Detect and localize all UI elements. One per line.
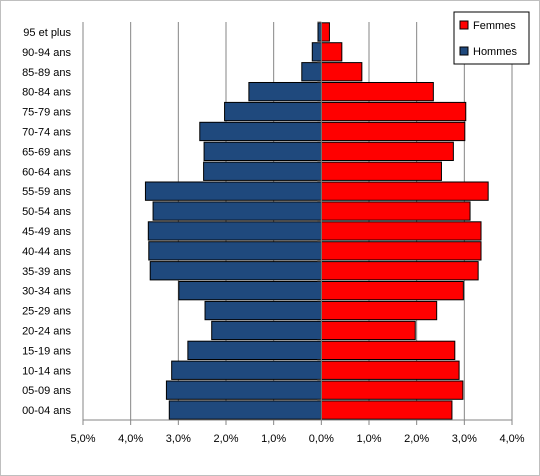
bar-hommes-8	[144, 181, 322, 201]
bar-hommes-10	[147, 221, 322, 241]
category-label-1: 90-94 ans	[22, 47, 71, 59]
bar-femmes-0	[320, 22, 330, 42]
bar-femmes-11	[320, 241, 482, 261]
bar-femmes-3	[320, 81, 434, 102]
category-label-8: 55-59 ans	[22, 186, 71, 198]
bar-femmes-1	[320, 42, 343, 62]
category-labels: 95 et plus 90-94 ans 85-89 ans 80-84 ans 75-…	[22, 27, 71, 417]
category-label-5: 70-74 ans	[22, 126, 71, 138]
category-label-11: 40-44 ans	[22, 246, 71, 258]
bar-hommes-3	[248, 81, 322, 102]
bar-hommes-14	[204, 300, 322, 321]
bar-femmes-9	[320, 201, 471, 221]
x-tick-label-0: 5,0%	[70, 433, 95, 445]
category-label-3: 80-84 ans	[22, 87, 71, 99]
bar-hommes-0	[317, 22, 322, 42]
x-tick-label-6: 1,0%	[356, 433, 381, 445]
x-tick-labels: 5,0% 4,0% 3,0% 2,0% 1,0% 0,0% 1,0% 2,0% 3,0% 4,0%	[70, 433, 524, 445]
bar-hommes-13	[178, 280, 322, 301]
category-label-9: 50-54 ans	[22, 206, 71, 218]
bar-hommes-6	[203, 141, 322, 162]
x-tick-label-4: 1,0%	[261, 433, 286, 445]
category-label-19: 00-04 ans	[22, 405, 71, 417]
bar-hommes-17	[171, 360, 322, 380]
category-label-6: 65-69 ans	[22, 146, 71, 158]
gridlines	[82, 22, 513, 420]
bar-femmes-18	[320, 380, 464, 400]
bar-femmes-15	[320, 320, 416, 341]
bar-hommes-5	[199, 121, 322, 142]
category-label-2: 85-89 ans	[22, 67, 71, 79]
bar-femmes-13	[320, 280, 464, 301]
legend: Femmes Hommes	[453, 11, 530, 65]
bar-femmes-10	[320, 221, 482, 241]
x-tick-label-3: 2,0%	[213, 433, 238, 445]
bar-femmes-7	[320, 161, 442, 181]
bar-hommes-11	[148, 241, 322, 261]
legend-label-femmes: Femmes	[473, 20, 516, 32]
legend-swatch-femmes	[459, 20, 469, 30]
bar-hommes-9	[152, 201, 322, 221]
bar-hommes-19	[168, 400, 322, 420]
bar-femmes-14	[320, 300, 438, 321]
category-label-17: 10-14 ans	[22, 365, 71, 377]
bar-femmes-8	[320, 181, 489, 201]
bar-femmes-12	[320, 261, 479, 281]
bars	[144, 22, 489, 420]
category-label-15: 20-24 ans	[22, 325, 71, 337]
category-label-16: 15-19 ans	[22, 345, 71, 357]
bar-hommes-15	[211, 320, 322, 341]
bar-femmes-16	[320, 340, 456, 361]
bar-femmes-6	[320, 141, 454, 162]
legend-label-hommes: Hommes	[473, 46, 518, 58]
category-label-4: 75-79 ans	[22, 107, 71, 119]
category-label-7: 60-64 ans	[22, 166, 71, 178]
legend-swatch-hommes	[459, 46, 469, 56]
bar-femmes-5	[320, 121, 466, 142]
bar-hommes-4	[224, 101, 322, 122]
bar-hommes-2	[301, 62, 322, 82]
category-label-12: 35-39 ans	[22, 266, 71, 278]
category-label-13: 30-34 ans	[22, 286, 71, 298]
bar-femmes-19	[320, 400, 453, 420]
x-tick-label-8: 3,0%	[452, 433, 477, 445]
axes	[82, 21, 513, 425]
x-tick-label-7: 2,0%	[404, 433, 429, 445]
bar-hommes-1	[311, 42, 322, 62]
bar-hommes-12	[149, 261, 322, 281]
x-tick-label-5: 0,0%	[309, 433, 334, 445]
bar-hommes-7	[203, 161, 322, 181]
bar-hommes-18	[165, 380, 322, 400]
category-label-10: 45-49 ans	[22, 226, 71, 238]
x-tick-label-1: 4,0%	[118, 433, 143, 445]
category-label-18: 05-09 ans	[22, 385, 71, 397]
category-label-14: 25-29 ans	[22, 306, 71, 318]
category-label-0: 95 et plus	[23, 27, 71, 39]
x-tick-label-2: 3,0%	[166, 433, 191, 445]
bar-femmes-4	[320, 101, 467, 122]
bar-femmes-2	[320, 62, 363, 82]
bar-hommes-16	[187, 340, 322, 361]
x-tick-label-9: 4,0%	[499, 433, 524, 445]
bar-femmes-17	[320, 360, 460, 380]
